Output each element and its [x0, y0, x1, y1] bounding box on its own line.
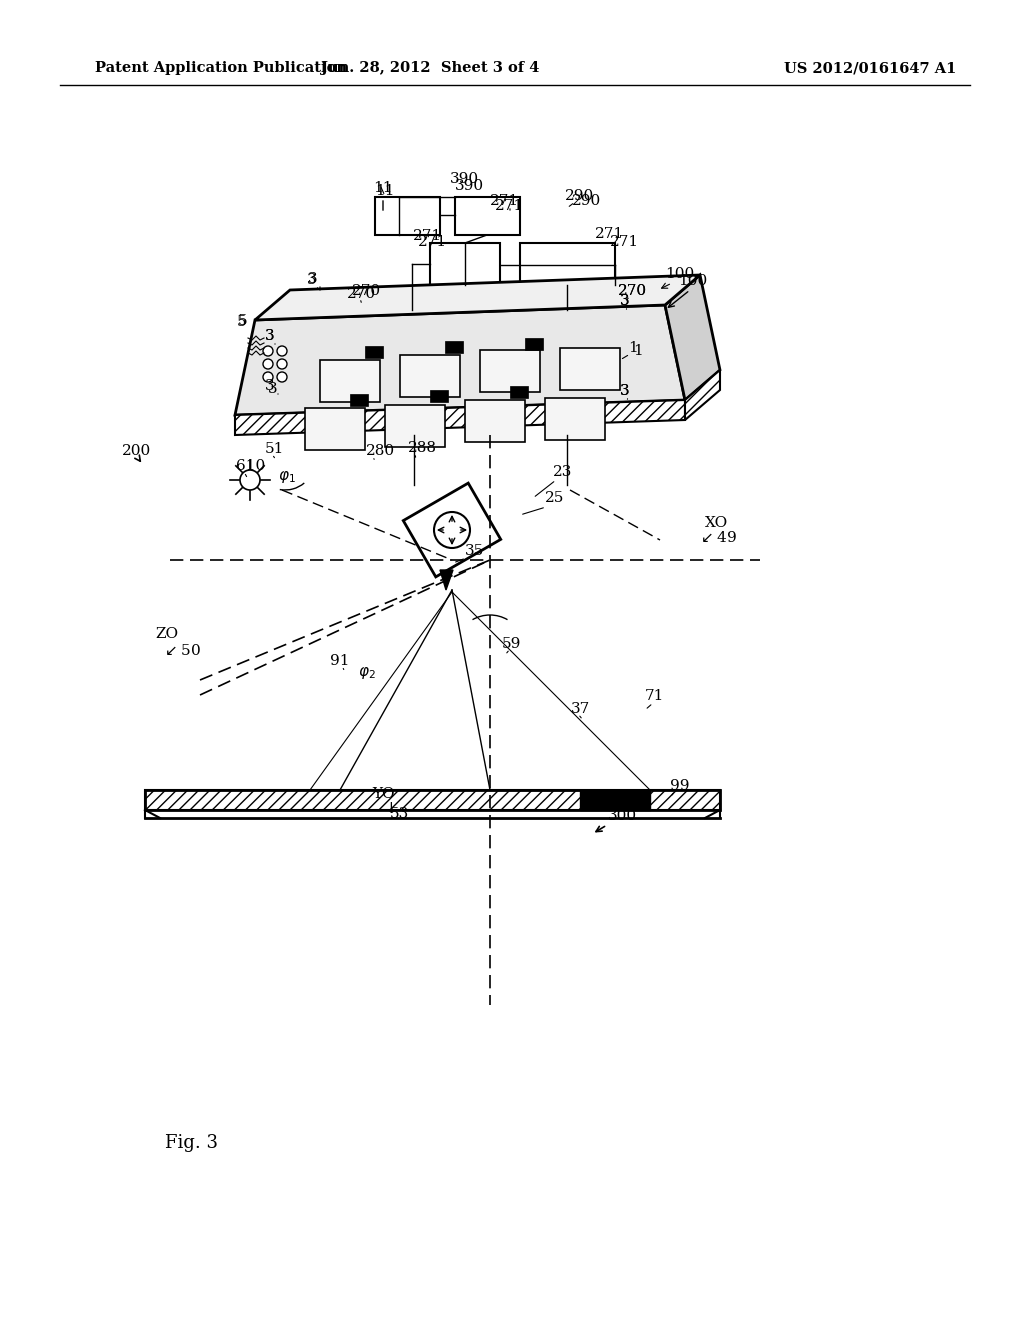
- FancyBboxPatch shape: [350, 393, 368, 407]
- Polygon shape: [440, 570, 453, 590]
- Text: 3: 3: [308, 272, 317, 286]
- Text: 270: 270: [347, 286, 376, 301]
- Text: 288: 288: [408, 441, 437, 455]
- Text: 5: 5: [237, 315, 247, 329]
- Text: 91: 91: [330, 653, 349, 668]
- FancyBboxPatch shape: [400, 355, 460, 397]
- Text: 3: 3: [620, 384, 630, 399]
- Text: 3: 3: [268, 381, 278, 396]
- Text: 100: 100: [678, 275, 708, 288]
- Text: 271: 271: [418, 235, 447, 249]
- Text: 271: 271: [595, 227, 624, 242]
- FancyBboxPatch shape: [510, 385, 528, 399]
- Text: 35: 35: [465, 544, 484, 558]
- Text: 300: 300: [608, 809, 637, 822]
- Text: 290: 290: [565, 189, 594, 203]
- Text: 390: 390: [455, 180, 484, 193]
- FancyBboxPatch shape: [319, 360, 380, 403]
- Text: 200: 200: [122, 444, 152, 458]
- FancyBboxPatch shape: [465, 400, 525, 442]
- FancyBboxPatch shape: [445, 341, 463, 352]
- Text: 3: 3: [265, 329, 274, 343]
- Text: 270: 270: [618, 284, 647, 298]
- Text: 37: 37: [571, 702, 590, 715]
- Polygon shape: [665, 275, 720, 400]
- Polygon shape: [255, 275, 700, 319]
- Text: $\varphi_1$: $\varphi_1$: [278, 469, 296, 484]
- FancyBboxPatch shape: [525, 338, 543, 350]
- Text: Fig. 3: Fig. 3: [165, 1134, 218, 1152]
- Text: US 2012/0161647 A1: US 2012/0161647 A1: [783, 61, 956, 75]
- FancyBboxPatch shape: [430, 243, 500, 285]
- Text: 1: 1: [628, 341, 638, 355]
- FancyBboxPatch shape: [305, 408, 365, 450]
- Text: 3: 3: [265, 329, 274, 343]
- Text: 3: 3: [265, 379, 274, 393]
- Text: 3: 3: [620, 294, 630, 308]
- FancyBboxPatch shape: [560, 348, 620, 389]
- Text: $\swarrow$50: $\swarrow$50: [162, 643, 201, 657]
- Text: 610: 610: [236, 459, 265, 473]
- Text: 71: 71: [645, 689, 665, 704]
- Polygon shape: [403, 483, 501, 577]
- Text: $\varphi_2$: $\varphi_2$: [358, 665, 376, 681]
- Text: 53: 53: [390, 807, 410, 821]
- Text: ZO: ZO: [155, 627, 178, 642]
- Text: 100: 100: [665, 267, 694, 281]
- FancyBboxPatch shape: [480, 350, 540, 392]
- Text: Jun. 28, 2012  Sheet 3 of 4: Jun. 28, 2012 Sheet 3 of 4: [321, 61, 540, 75]
- Text: 1: 1: [633, 345, 643, 358]
- Circle shape: [263, 346, 273, 356]
- Text: 25: 25: [545, 491, 564, 506]
- Text: 270: 270: [352, 284, 381, 298]
- FancyBboxPatch shape: [365, 346, 383, 358]
- FancyBboxPatch shape: [145, 789, 720, 810]
- Text: 59: 59: [502, 638, 521, 651]
- Text: 11: 11: [373, 181, 392, 195]
- FancyBboxPatch shape: [375, 197, 440, 235]
- Text: 99: 99: [670, 779, 689, 793]
- Text: 3: 3: [620, 294, 630, 308]
- FancyBboxPatch shape: [385, 405, 445, 447]
- FancyBboxPatch shape: [455, 197, 520, 235]
- Text: 290: 290: [572, 194, 601, 209]
- Text: 3: 3: [307, 273, 316, 286]
- Text: 23: 23: [553, 465, 572, 479]
- Circle shape: [263, 359, 273, 370]
- Polygon shape: [685, 370, 720, 420]
- Text: 5: 5: [238, 314, 248, 327]
- Text: $\swarrow$49: $\swarrow$49: [698, 531, 737, 545]
- Text: YO: YO: [372, 787, 394, 801]
- FancyBboxPatch shape: [580, 789, 650, 810]
- Text: 271: 271: [495, 199, 524, 213]
- FancyBboxPatch shape: [545, 399, 605, 440]
- Circle shape: [240, 470, 260, 490]
- Text: 11: 11: [375, 183, 394, 198]
- FancyBboxPatch shape: [520, 243, 615, 285]
- Text: $\downarrow$: $\downarrow$: [382, 801, 396, 816]
- Text: 271: 271: [413, 228, 442, 243]
- Circle shape: [278, 359, 287, 370]
- Circle shape: [434, 512, 470, 548]
- Text: 390: 390: [450, 172, 479, 186]
- Circle shape: [278, 372, 287, 381]
- Polygon shape: [234, 400, 685, 436]
- Text: 280: 280: [366, 444, 395, 458]
- Text: 51: 51: [265, 442, 285, 455]
- Polygon shape: [234, 305, 685, 414]
- Text: Patent Application Publication: Patent Application Publication: [95, 61, 347, 75]
- Circle shape: [278, 346, 287, 356]
- Circle shape: [263, 372, 273, 381]
- Text: 271: 271: [490, 194, 519, 209]
- FancyBboxPatch shape: [430, 389, 449, 403]
- Text: 270: 270: [618, 284, 647, 298]
- Text: XO: XO: [705, 516, 728, 531]
- Text: 3: 3: [620, 384, 630, 399]
- Text: 271: 271: [610, 235, 639, 249]
